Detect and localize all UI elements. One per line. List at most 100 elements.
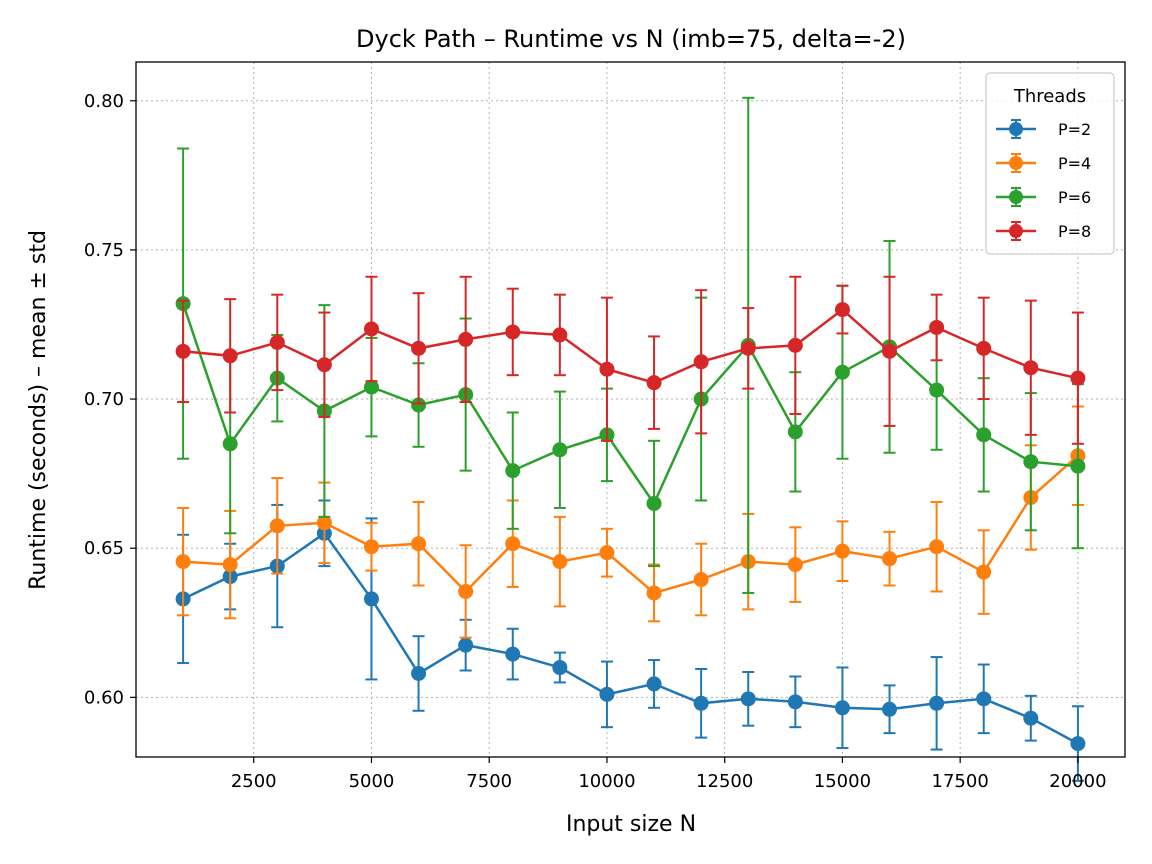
data-point <box>411 665 427 681</box>
legend-label: P=4 <box>1058 154 1091 173</box>
data-point <box>1070 370 1086 386</box>
x-tick-label: 10000 <box>578 771 635 792</box>
series-line <box>182 307 1079 385</box>
data-point <box>552 660 568 676</box>
data-point <box>411 340 427 356</box>
legend-title: Threads <box>1013 86 1086 107</box>
data-point <box>505 536 521 552</box>
data-point <box>1070 736 1086 752</box>
data-point <box>505 463 521 479</box>
data-point <box>363 591 379 607</box>
data-point <box>976 691 992 707</box>
data-point <box>787 337 803 353</box>
y-tick-label: 0.80 <box>84 91 124 112</box>
data-point <box>787 424 803 440</box>
series-P8 <box>175 275 1086 445</box>
legend-label: P=2 <box>1058 120 1091 139</box>
legend-label: P=6 <box>1058 188 1091 207</box>
data-point <box>787 694 803 710</box>
data-point <box>693 354 709 370</box>
data-point <box>458 637 474 653</box>
data-point <box>693 695 709 711</box>
data-point <box>599 545 615 561</box>
data-point <box>1023 710 1039 726</box>
x-tick-label: 7500 <box>466 771 512 792</box>
data-point <box>834 543 850 559</box>
data-point <box>175 343 191 359</box>
series-P6 <box>175 96 1086 594</box>
data-point <box>222 557 238 573</box>
series-line <box>181 303 1079 507</box>
data-point <box>175 554 191 570</box>
legend-item: P=2 <box>996 119 1091 139</box>
data-point <box>316 357 332 373</box>
x-tick-label: 2500 <box>231 771 277 792</box>
data-point <box>976 427 992 443</box>
data-point <box>222 436 238 452</box>
y-axis-ticks: 0.60 0.65 0.70 0.75 0.80 <box>84 91 136 708</box>
data-point <box>787 557 803 573</box>
series-line <box>183 454 1079 595</box>
data-point <box>882 343 898 359</box>
data-point <box>646 495 662 511</box>
series-P4 <box>175 405 1086 639</box>
data-point <box>834 302 850 318</box>
y-tick-label: 0.70 <box>84 389 124 410</box>
data-point <box>834 700 850 716</box>
data-point <box>411 536 427 552</box>
data-point <box>552 554 568 570</box>
data-point <box>646 585 662 601</box>
legend-items: P=2 P=4 P=6 P=8 <box>996 119 1091 241</box>
legend-box <box>985 72 1115 255</box>
legend-marker <box>1009 190 1023 204</box>
y-tick-label: 0.60 <box>84 687 124 708</box>
data-point <box>599 361 615 377</box>
data-point <box>929 319 945 335</box>
data-point <box>505 646 521 662</box>
x-tick-label: 20000 <box>1049 771 1106 792</box>
x-tick-label: 17500 <box>932 771 989 792</box>
series-P2 <box>175 499 1086 782</box>
data-point <box>976 564 992 580</box>
plot-frame <box>135 61 1126 758</box>
legend: Threads P=2 P=4 P=6 P=8 <box>985 72 1115 255</box>
legend-item: P=6 <box>996 187 1091 207</box>
data-point <box>929 382 945 398</box>
x-tick-label: 15000 <box>814 771 871 792</box>
data-point <box>458 331 474 347</box>
y-axis-label: Runtime (seconds) – mean ± std <box>26 230 51 590</box>
data-point <box>363 539 379 555</box>
data-point <box>1023 454 1039 470</box>
data-point <box>1023 360 1039 376</box>
x-axis-label: Input size N <box>566 812 696 837</box>
data-point <box>269 518 285 534</box>
legend-item: P=8 <box>996 221 1091 241</box>
data-point <box>505 324 521 340</box>
data-point <box>976 340 992 356</box>
chart-title: Dyck Path – Runtime vs N (imb=75, delta=… <box>356 25 906 53</box>
data-point <box>599 686 615 702</box>
data-point <box>929 539 945 555</box>
data-point <box>646 375 662 391</box>
x-axis-ticks: 2500 5000 7500 10000 12500 15000 17500 20000 <box>231 757 1107 792</box>
data-point <box>646 676 662 692</box>
legend-label: P=8 <box>1058 222 1091 241</box>
data-point <box>882 701 898 717</box>
data-point <box>552 327 568 343</box>
data-point <box>363 321 379 337</box>
x-tick-label: 12500 <box>696 771 753 792</box>
data-point <box>363 379 379 395</box>
y-tick-label: 0.65 <box>84 538 124 559</box>
data-point <box>693 572 709 588</box>
data-point <box>929 695 945 711</box>
data-point <box>316 515 332 531</box>
data-point <box>740 691 756 707</box>
data-point <box>222 348 238 364</box>
data-point <box>740 340 756 356</box>
data-point <box>552 442 568 458</box>
grid-lines <box>136 62 1125 757</box>
legend-marker <box>1009 224 1023 238</box>
legend-item: P=4 <box>996 153 1091 173</box>
legend-marker <box>1009 122 1023 136</box>
y-tick-label: 0.75 <box>84 240 124 261</box>
